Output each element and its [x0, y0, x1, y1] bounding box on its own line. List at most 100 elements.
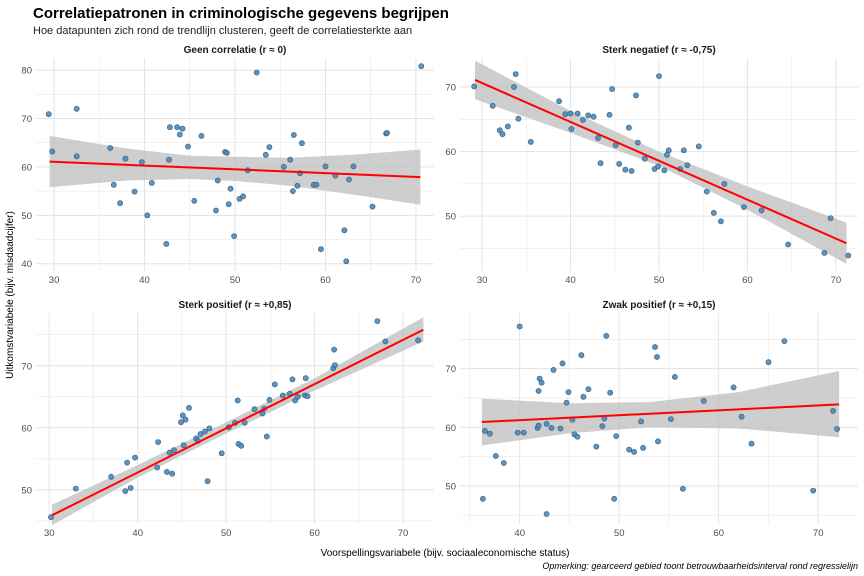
data-point: [185, 143, 191, 150]
data-point: [138, 159, 145, 165]
data-point: [117, 200, 123, 207]
data-point: [191, 197, 198, 204]
y-tick-label: 40: [21, 259, 32, 270]
data-point: [110, 181, 117, 188]
data-point: [73, 105, 80, 112]
data-point: [616, 160, 623, 167]
data-point: [516, 323, 523, 330]
data-point: [496, 127, 503, 134]
data-point: [317, 246, 324, 253]
data-point: [227, 185, 234, 192]
data-point: [374, 318, 381, 324]
data-point: [500, 460, 507, 466]
y-tick-label: 70: [21, 361, 32, 372]
data-point: [263, 433, 270, 440]
data-point: [124, 459, 130, 466]
data-point: [567, 110, 574, 117]
data-point: [504, 123, 511, 130]
x-tick-label: 30: [477, 275, 488, 286]
data-point: [154, 464, 161, 471]
data-point: [144, 212, 151, 219]
data-point: [240, 193, 246, 200]
data-point: [597, 160, 604, 167]
x-tick-label: 70: [831, 275, 842, 286]
data-point: [638, 418, 644, 425]
data-point: [613, 433, 620, 439]
data-point: [700, 397, 707, 404]
data-point: [626, 124, 632, 131]
data-point: [418, 63, 425, 70]
y-tick-label: 50: [445, 212, 456, 223]
data-point: [703, 188, 710, 195]
x-tick-label: 70: [813, 528, 824, 539]
x-tick-label: 70: [398, 528, 409, 539]
data-point: [225, 201, 232, 208]
data-point: [741, 204, 747, 210]
data-point: [163, 240, 170, 247]
data-point: [562, 111, 569, 118]
data-point: [585, 112, 592, 119]
data-point: [758, 207, 765, 214]
data-point: [684, 162, 691, 168]
data-point: [180, 442, 187, 449]
data-point: [538, 379, 545, 386]
facet-panels: Geen correlatie (r ≈ 0) 30 40 50 60 70 40 50 60 7…: [21, 45, 858, 539]
data-point: [322, 163, 329, 170]
data-point: [479, 495, 486, 502]
data-point: [218, 450, 225, 457]
data-point: [166, 449, 173, 456]
data-point: [213, 207, 219, 214]
x-tick-label: 40: [132, 528, 143, 539]
data-point: [489, 102, 496, 109]
data-point: [287, 156, 294, 163]
panel-4: Zwak positief (r ≈ +0,15) 40 50 60 70 50 60 70: [445, 300, 858, 539]
regression-line: [474, 79, 847, 245]
data-point: [204, 478, 211, 485]
data-point: [290, 132, 297, 138]
data-point: [622, 166, 629, 173]
data-point: [279, 392, 286, 399]
x-axis-label: Voorspellingsvariabele (bijv. sociaaleco…: [321, 548, 570, 559]
x-tick-label: 30: [44, 528, 55, 539]
data-point: [672, 373, 678, 380]
data-point: [548, 424, 555, 431]
x-tick-label: 70: [411, 275, 422, 286]
data-point: [72, 485, 79, 492]
data-point: [661, 167, 668, 174]
data-point: [384, 130, 390, 136]
data-point: [821, 249, 828, 256]
data-point: [559, 360, 566, 367]
chart-caption: Opmerking: gearceerd gebied toont betrou…: [542, 561, 858, 571]
data-point: [514, 429, 521, 436]
data-point: [631, 448, 637, 455]
data-point: [563, 399, 570, 406]
data-point: [578, 352, 585, 359]
data-point: [313, 181, 320, 188]
data-point: [680, 485, 686, 492]
data-point: [738, 413, 745, 420]
data-point: [122, 155, 129, 162]
data-point: [201, 428, 208, 435]
data-point: [486, 430, 493, 437]
data-point: [471, 83, 478, 90]
panel-title: Geen correlatie (r ≈ 0): [184, 45, 287, 56]
data-point: [369, 203, 376, 210]
data-point: [603, 332, 610, 339]
x-tick-label: 50: [654, 275, 665, 286]
data-point: [834, 426, 840, 432]
data-point: [197, 431, 204, 437]
data-point: [574, 110, 581, 117]
data-point: [748, 440, 755, 447]
data-point: [294, 393, 301, 400]
data-point: [223, 149, 230, 156]
y-axis-label: Uitkomstvariabele (bijv. misdaadcijfer): [5, 211, 16, 379]
data-point: [179, 412, 186, 419]
data-point: [251, 406, 258, 413]
data-point: [634, 139, 641, 146]
x-tick-label: 40: [139, 275, 150, 286]
data-point: [568, 126, 575, 132]
data-point: [271, 381, 278, 388]
data-point: [695, 143, 702, 150]
data-point: [595, 135, 601, 141]
